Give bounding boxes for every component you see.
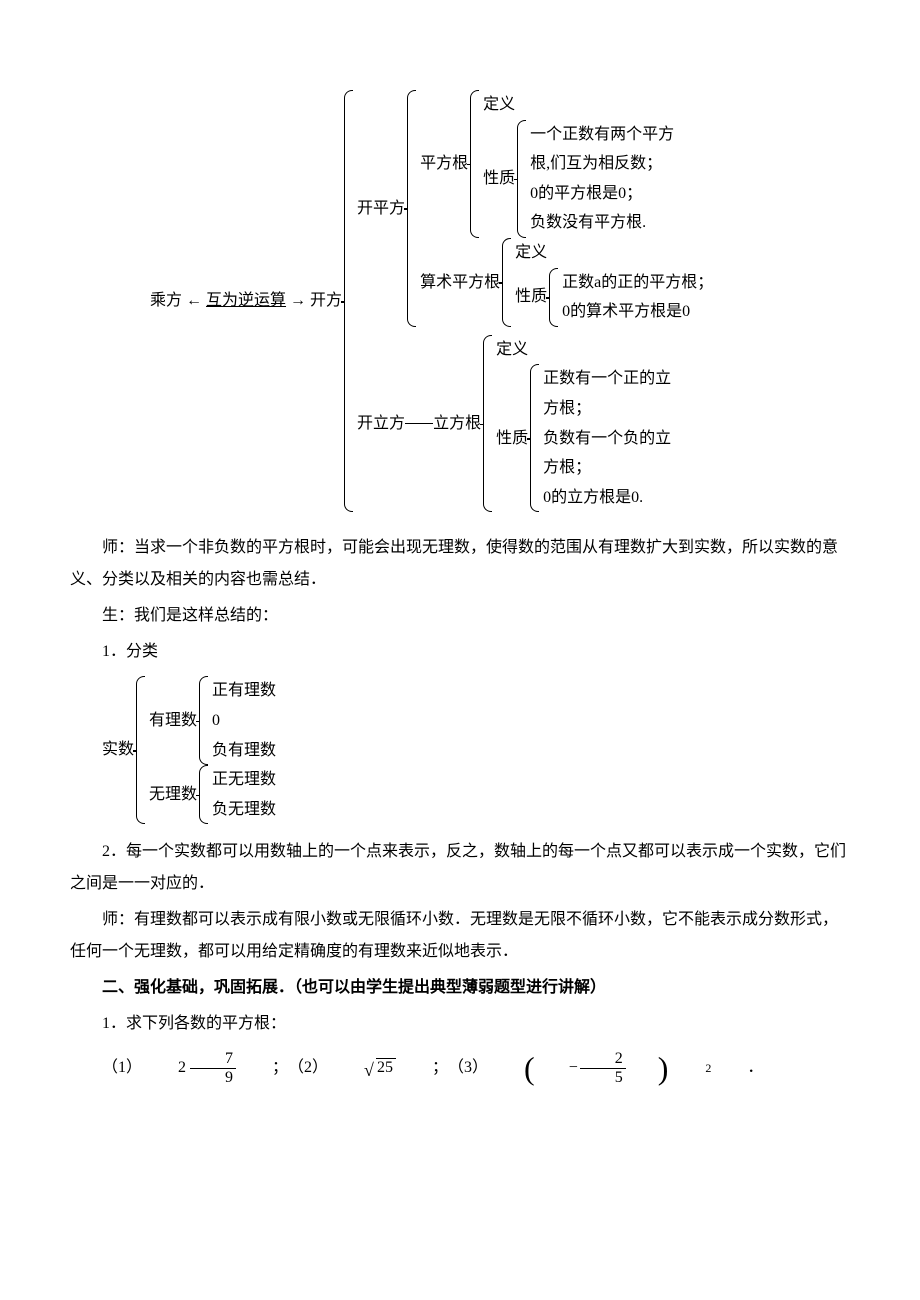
prop-line: 0的平方根是0；: [530, 179, 674, 209]
rational-label: 有理数: [149, 706, 197, 736]
paragraph-student: 生：我们是这样总结的：: [70, 600, 850, 632]
def-label: 定义: [496, 335, 671, 365]
brace: [502, 238, 511, 327]
arrow-right: →: [290, 285, 306, 317]
kaili-label: 开立方: [357, 409, 405, 439]
eq-label-3: ； （3）: [400, 1052, 488, 1084]
prop-line: 正数a的正的平方根；: [562, 268, 713, 298]
left-paren: (: [492, 1052, 535, 1084]
leaf: 负有理数: [212, 736, 276, 766]
prop-line: 负数有一个负的立: [543, 424, 671, 454]
brace: [549, 268, 558, 327]
prop-line: 0的算术平方根是0: [562, 297, 713, 327]
root-label: 实数: [102, 734, 134, 766]
paragraph-teacher: 师：当求一个非负数的平方根时，可能会出现无理数，使得数的范围从有理数扩大到实数，…: [70, 532, 850, 596]
frac-num: 2: [580, 1050, 626, 1069]
sspfg-label: 算术平方根: [420, 268, 500, 298]
mixed-whole: 2: [146, 1052, 186, 1084]
eq-label-2: ； （2）: [240, 1052, 328, 1084]
frac-num: 7: [190, 1050, 236, 1069]
brace: [407, 90, 416, 327]
brace: [344, 90, 353, 512]
brace: [517, 120, 526, 238]
concept-tree-diagram: 乘方 ← 互为逆运算 → 开方 开平方 平方根 定义: [150, 90, 770, 512]
left-term: 乘方: [150, 285, 182, 317]
sqrt-expr: 25: [332, 1052, 396, 1084]
pfg-label: 平方根: [420, 149, 468, 179]
prop-line: 方根；: [543, 453, 671, 483]
brace: [470, 90, 479, 238]
eq-tail: ．: [715, 1052, 763, 1084]
prop-line: 根,们互为相反数；: [530, 149, 674, 179]
fraction-2: 2 5: [580, 1050, 626, 1086]
brace: [199, 765, 208, 824]
arrow-left: ←: [186, 285, 202, 317]
radicand: 25: [376, 1058, 396, 1076]
brace: [199, 676, 208, 765]
item-1: 1．分类: [70, 636, 850, 668]
prop-line: 负数没有平方根.: [530, 208, 674, 238]
frac-den: 5: [580, 1069, 626, 1087]
def-label: 定义: [483, 90, 674, 120]
frac-den: 9: [190, 1069, 236, 1087]
right-paren: ): [626, 1052, 669, 1084]
leaf: 负无理数: [212, 795, 276, 825]
section-heading: 二、强化基础，巩固拓展．（也可以由学生提出典型薄弱题型进行讲解）: [70, 972, 850, 1004]
kaiping-label: 开平方: [357, 194, 405, 224]
question-1: 1．求下列各数的平方根：: [70, 1008, 850, 1040]
brace: [136, 676, 145, 824]
brace: [530, 364, 539, 512]
prop-line: 方根；: [543, 394, 671, 424]
fraction-1: 7 9: [190, 1050, 236, 1086]
right-term: 开方: [310, 285, 342, 317]
equation-line: （1） 2 7 9 ； （2） 25 ； （3） ( − 2 5 ) 2 ．: [70, 1050, 850, 1086]
lfg-label: 立方根: [433, 409, 481, 439]
paragraph-2: 2．每一个实数都可以用数轴上的一个点来表示，反之，数轴上的每一个点又都可以表示成…: [70, 836, 850, 900]
leaf: 0: [212, 706, 276, 736]
paragraph-teacher2: 师：有理数都可以表示成有限小数或无限循环小数．无理数是无限不循环小数，它不能表示…: [70, 904, 850, 968]
prop-line: 0的立方根是0.: [543, 483, 671, 513]
eq-label-1: （1）: [70, 1052, 142, 1084]
prop-label: 性质: [483, 164, 515, 194]
arrow-label: 互为逆运算: [206, 285, 286, 317]
real-number-tree: 实数 有理数 正有理数 0 负有理数 无理数 正无理数 负无理数: [102, 676, 352, 824]
brace: [483, 335, 492, 513]
def-label: 定义: [515, 238, 713, 268]
prop-label: 性质: [515, 282, 547, 312]
neg-sign: −: [537, 1052, 578, 1084]
leaf: 正无理数: [212, 765, 276, 795]
prop-line: 一个正数有两个平方: [530, 120, 674, 150]
dash-line: [405, 423, 433, 424]
irrational-label: 无理数: [149, 780, 197, 810]
leaf: 正有理数: [212, 676, 276, 706]
exponent: 2: [673, 1056, 711, 1080]
prop-line: 正数有一个正的立: [543, 364, 671, 394]
paren-fraction: ( − 2 5 ): [492, 1050, 668, 1086]
prop-label: 性质: [496, 424, 528, 454]
inverse-op-row: 乘方 ← 互为逆运算 → 开方: [150, 285, 342, 317]
